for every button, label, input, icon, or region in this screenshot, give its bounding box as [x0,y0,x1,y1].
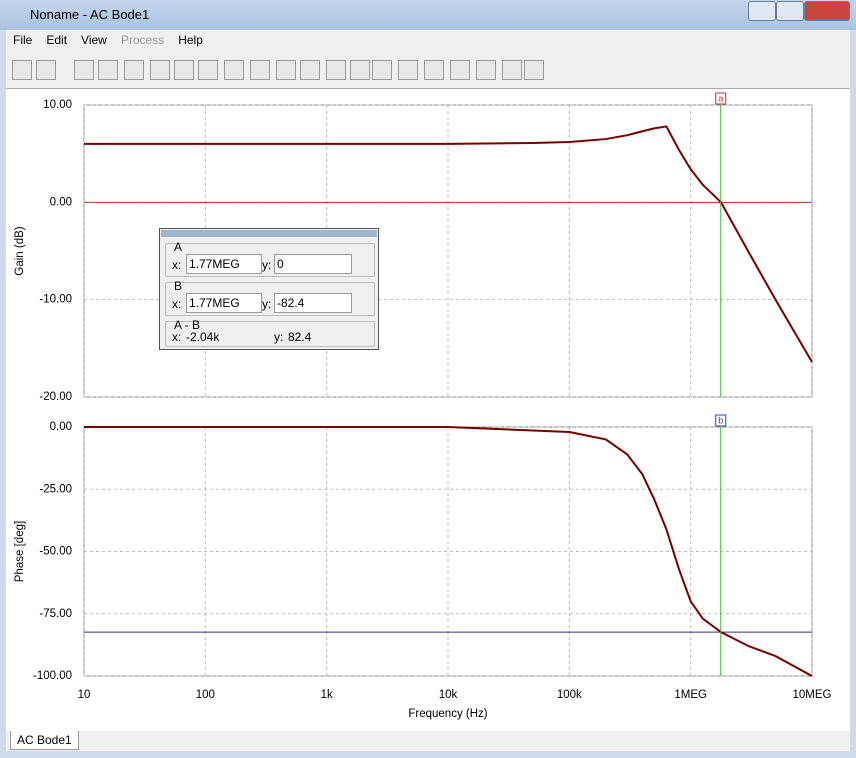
tab-bar: AC Bode1 [6,731,850,751]
y-tick-label: -20.00 [39,391,72,403]
menu-item: Process [120,33,165,47]
y-axis-label: Gain (dB) [14,226,26,275]
b-y-field[interactable]: -82.4 [274,293,352,313]
cursor-marker-label: a [718,93,723,103]
y-tick-label: 0.00 [50,421,72,433]
tool-button[interactable] [12,60,32,80]
y-tick-label: -100.00 [33,670,72,682]
x-tick-label: 1MEG [674,689,707,701]
data-line [84,125,813,363]
x-tick-label: 10 [78,689,91,701]
cursor-b-group: B x: 1.77MEG y: -82.4 [165,279,375,316]
tool-button[interactable] [502,60,522,80]
menu-bar: File Edit View Process Help [6,30,850,50]
x-tick-label: 100k [557,689,582,701]
tool-button[interactable] [398,60,418,80]
y-label: y: [262,258,272,272]
x-tick-label: 1k [321,689,333,701]
tool-button[interactable] [150,60,170,80]
tool-button[interactable] [524,60,544,80]
menu-item[interactable]: View [81,33,107,47]
tool-button[interactable] [36,60,56,80]
group-heading: A - B [174,318,201,332]
minimize-button[interactable] [748,1,776,21]
tool-button[interactable] [250,60,270,80]
y-axis-label: Phase [deg] [14,521,26,582]
a-x-field[interactable]: 1.77MEG [186,254,262,274]
y-tick-label: -50.00 [39,546,72,558]
diff-group: A - B x: -2.04k y: 82.4 [165,318,375,347]
cursor-marker [715,92,727,105]
diff-x: -2.04k [186,330,220,344]
a-y-field[interactable]: 0 [274,254,352,274]
maximize-button[interactable] [776,1,804,21]
x-tick-label: 10k [439,689,458,701]
menu-item[interactable]: Help [178,33,203,47]
y-tick-label: 0.00 [50,196,72,208]
tool-button[interactable] [450,60,470,80]
x-label: x: [172,297,182,311]
group-heading: A [174,240,183,254]
x-label: x: [172,330,182,344]
window-title: Noname - AC Bode1 [30,7,150,22]
tool-button[interactable] [224,60,244,80]
y-label: y: [262,297,272,311]
diff-y: 82.4 [288,330,312,344]
x-tick-label: 100 [196,689,215,701]
toolbar [6,50,850,89]
tool-button[interactable] [124,60,144,80]
tool-button[interactable] [372,60,392,80]
x-axis-label: Frequency (Hz) [408,708,487,720]
y-label: y: [274,330,284,344]
b-x-field[interactable]: 1.77MEG [186,293,262,313]
tool-button[interactable] [74,60,94,80]
tab[interactable]: AC Bode1 [10,731,79,750]
cursor-panel: A x: 1.77MEG y: 0 B x: 1.77MEG y: -82.4 … [159,228,379,350]
close-button[interactable] [804,1,850,21]
tool-button[interactable] [98,60,118,80]
title-bar: Noname - AC Bode1 [0,0,856,30]
panel-header [161,230,377,237]
tool-button[interactable] [476,60,496,80]
y-tick-label: -10.00 [39,294,72,306]
tool-button[interactable] [174,60,194,80]
cursor-marker-label: b [718,415,723,425]
tool-button[interactable] [350,60,370,80]
y-tick-label: 10.00 [43,99,72,111]
y-tick-label: -25.00 [39,483,72,495]
tool-button[interactable] [424,60,444,80]
menu-item[interactable]: File [13,33,33,47]
x-tick-label: 10MEG [793,689,832,701]
tool-button[interactable] [300,60,320,80]
tool-button[interactable] [326,60,346,80]
data-line [84,426,813,677]
tool-button[interactable] [198,60,218,80]
group-heading: B [174,279,183,293]
cursor-a-group: A x: 1.77MEG y: 0 [165,240,375,277]
y-tick-label: -75.00 [39,608,72,620]
tool-button[interactable] [276,60,296,80]
menu-item[interactable]: Edit [46,33,68,47]
x-label: x: [172,258,182,272]
cursor-marker [715,414,727,427]
